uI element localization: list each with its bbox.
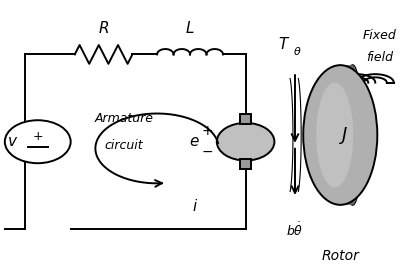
Text: R: R — [98, 21, 109, 36]
Bar — [240, 159, 252, 169]
Text: Armature: Armature — [95, 112, 154, 125]
Text: v: v — [8, 134, 17, 149]
Text: $\theta$: $\theta$ — [293, 45, 301, 57]
Text: Fixed: Fixed — [363, 29, 396, 42]
Bar — [240, 114, 252, 124]
Text: −: − — [201, 145, 213, 159]
Text: e: e — [190, 134, 199, 149]
Polygon shape — [340, 65, 377, 205]
Ellipse shape — [316, 83, 353, 187]
Circle shape — [217, 123, 274, 161]
Text: $b\dot{\theta}$: $b\dot{\theta}$ — [286, 221, 304, 238]
Ellipse shape — [343, 65, 362, 205]
Text: L: L — [186, 21, 194, 36]
Text: J: J — [342, 126, 347, 144]
Text: +: + — [33, 130, 43, 143]
Text: i: i — [192, 200, 196, 214]
Ellipse shape — [303, 65, 377, 205]
Text: Rotor: Rotor — [321, 249, 359, 263]
Text: field: field — [366, 50, 393, 64]
Text: circuit: circuit — [105, 139, 143, 152]
Text: T: T — [278, 37, 287, 52]
Text: +: + — [201, 124, 213, 138]
Circle shape — [5, 120, 71, 163]
